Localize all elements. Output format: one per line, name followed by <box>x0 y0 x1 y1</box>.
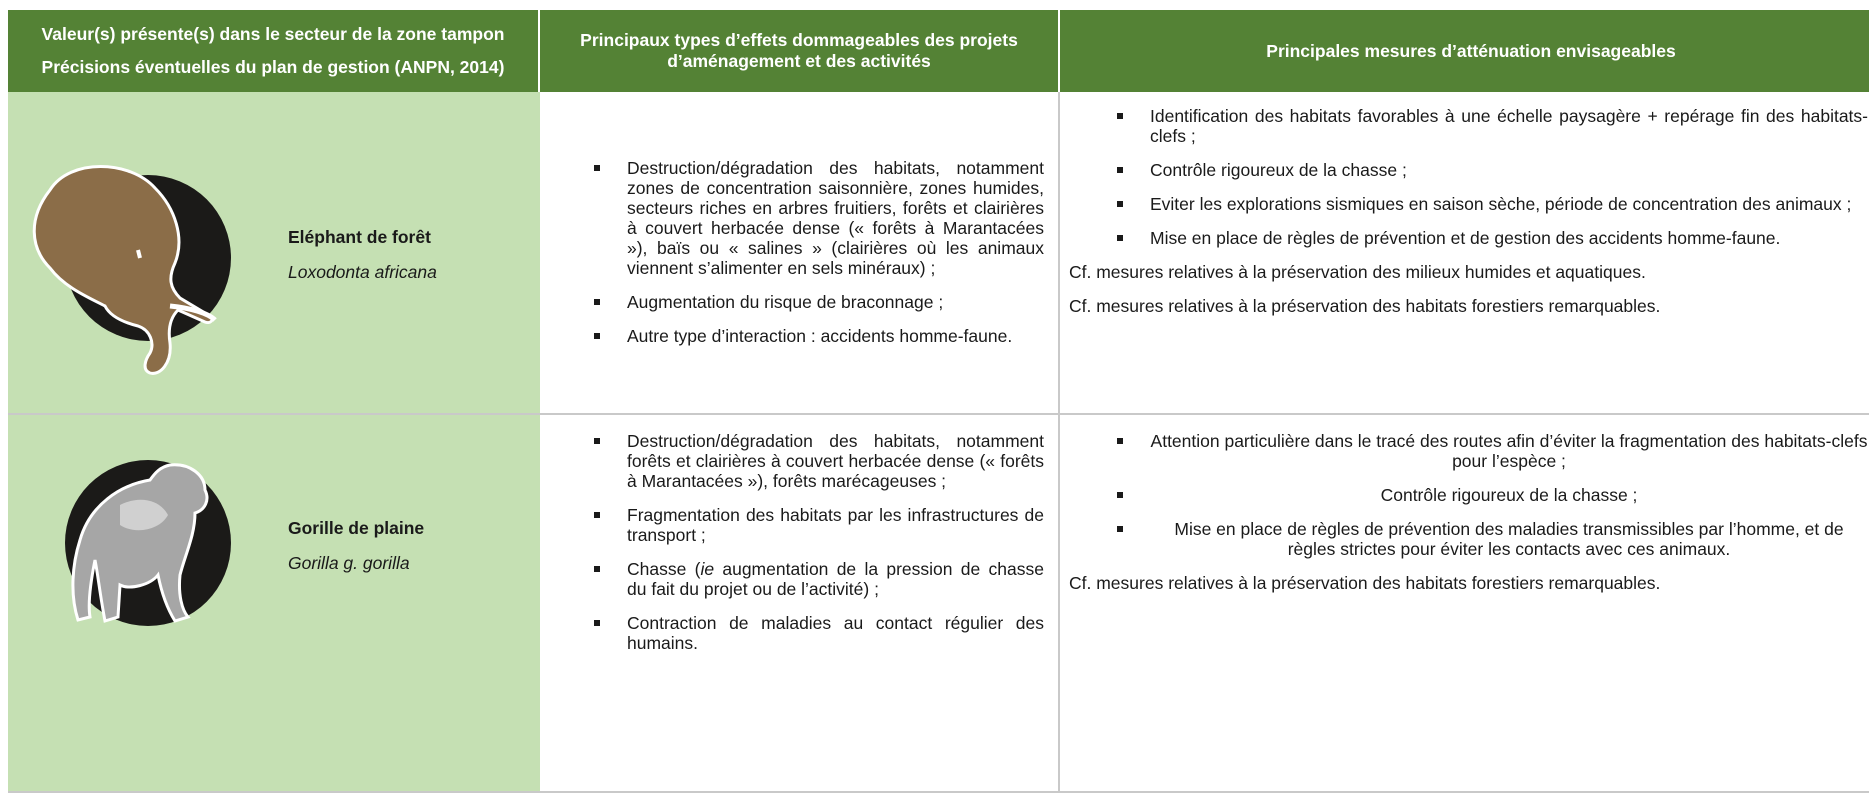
effect-text: augmentation de la pression de chasse du… <box>627 559 1044 599</box>
effects-cell: Destruction/dégradation des habitats, no… <box>540 415 1060 793</box>
elephant-icon <box>32 165 231 375</box>
species-cell: Eléphant de forêt Loxodonta africana <box>8 92 540 415</box>
measure-item: Attention particulière dans le tracé des… <box>1117 431 1868 471</box>
header-text: Valeur(s) présente(s) dans le secteur de… <box>41 24 505 44</box>
effect-item: Destruction/dégradation des habitats, no… <box>594 431 1044 491</box>
effect-item: Augmentation du risque de braconnage ; <box>594 292 1044 312</box>
species-latin: Gorilla g. gorilla <box>288 553 410 573</box>
header-text: Principales mesures d’atténuation envisa… <box>1266 40 1676 61</box>
measure-item: Contrôle rigoureux de la chasse ; <box>1117 160 1868 180</box>
measures-cell: Identification des habitats favorables à… <box>1060 92 1869 415</box>
effect-item: Destruction/dégradation des habitats, no… <box>594 157 1044 278</box>
effects-list: Destruction/dégradation des habitats, no… <box>594 157 1044 360</box>
measure-item: Eviter les explorations sismiques en sai… <box>1117 194 1868 214</box>
header-cell: Principales mesures d’atténuation envisa… <box>1060 10 1869 92</box>
header-text: Principaux types d’effets dommageables d… <box>580 30 1018 71</box>
species-cell: Gorille de plaine Gorilla g. gorilla <box>8 415 540 793</box>
header-cell: Principaux types d’effets dommageables d… <box>540 10 1060 92</box>
effect-text: Chasse ( <box>627 559 701 579</box>
measures-list: Attention particulière dans le tracé des… <box>1069 431 1868 559</box>
header-text: Précisions éventuelles du plan de gestio… <box>41 57 505 77</box>
effect-item: Contraction de maladies au contact régul… <box>594 613 1044 653</box>
effect-item: Chasse (ie augmentation de la pression d… <box>594 559 1044 599</box>
species-name: Eléphant de forêt <box>288 227 431 247</box>
measure-note: Cf. mesures relatives à la préservation … <box>1069 262 1646 282</box>
measures-list: Identification des habitats favorables à… <box>1069 106 1868 248</box>
effect-item: Fragmentation des habitats par les infra… <box>594 505 1044 545</box>
measure-item: Mise en place de règles de prévention de… <box>1117 519 1868 559</box>
effects-list: Destruction/dégradation des habitats, no… <box>594 431 1044 653</box>
measure-note: Cf. mesures relatives à la préservation … <box>1069 296 1661 316</box>
effect-item: Autre type d’interaction : accidents hom… <box>594 326 1044 346</box>
measure-item: Mise en place de règles de prévention et… <box>1117 228 1868 248</box>
gorilla-icon <box>65 460 231 626</box>
measure-note: Cf. mesures relatives à la préservation … <box>1069 573 1661 593</box>
header-cell: Valeur(s) présente(s) dans le secteur de… <box>8 10 540 92</box>
effects-cell: Destruction/dégradation des habitats, no… <box>540 92 1060 415</box>
species-latin: Loxodonta africana <box>288 262 437 282</box>
effect-text: ie <box>700 559 715 579</box>
measure-item: Identification des habitats favorables à… <box>1117 106 1868 146</box>
measures-cell: Attention particulière dans le tracé des… <box>1060 415 1869 793</box>
species-name: Gorille de plaine <box>288 518 425 538</box>
measure-item: Contrôle rigoureux de la chasse ; <box>1117 485 1868 505</box>
